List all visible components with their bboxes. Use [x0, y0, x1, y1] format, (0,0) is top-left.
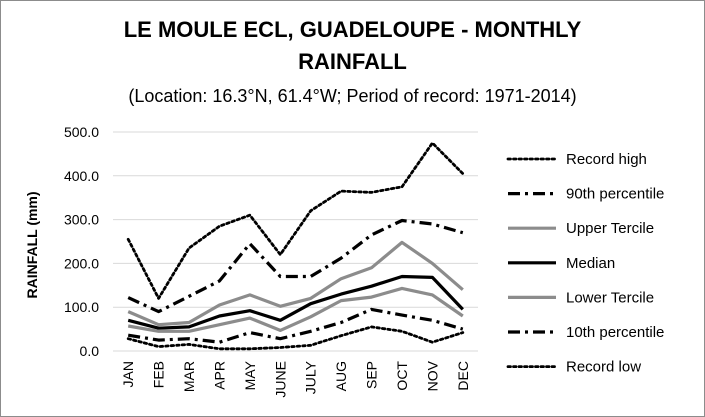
x-tick-label: NOV — [424, 360, 440, 391]
legend-label: Lower Tercile — [566, 289, 654, 306]
x-tick-label: JUNE — [272, 361, 288, 398]
series-line-3 — [127, 274, 464, 330]
x-tick-label: MAY — [242, 360, 258, 390]
y-axis-label: RAINFALL (mm) — [24, 191, 40, 298]
legend-label: 10th percentile — [566, 324, 664, 341]
legend-label: Upper Tercile — [566, 220, 654, 237]
chart-title-line1: LE MOULE ECL, GUADELOUPE - MONTHLY — [123, 17, 582, 42]
legend-label: Median — [566, 255, 615, 272]
x-tick-label: SEP — [364, 361, 380, 389]
legend-label: 90th percentile — [566, 186, 664, 203]
chart-title-line2: RAINFALL — [298, 49, 407, 74]
x-tick-label: APR — [211, 361, 227, 390]
x-tick-label: MAR — [181, 361, 197, 392]
series-line-5 — [127, 307, 464, 344]
x-tick-label: JAN — [120, 361, 136, 387]
chart-title: LE MOULE ECL, GUADELOUPE - MONTHLY RAINF… — [0, 14, 705, 78]
chart-subtitle: (Location: 16.3°N, 61.4°W; Period of rec… — [128, 86, 577, 106]
series-line-6 — [126, 325, 465, 351]
series-line-1 — [127, 218, 464, 314]
series-line-2 — [127, 240, 464, 327]
x-tick-label: AUG — [333, 361, 349, 391]
series-line-0 — [126, 141, 465, 300]
gridlines — [113, 131, 478, 352]
y-tick-label: 300.0 — [64, 212, 99, 228]
y-tick-label: 500.0 — [64, 124, 99, 140]
x-tick-label: JULY — [303, 360, 319, 394]
y-tick-label: 100.0 — [64, 299, 99, 315]
y-tick-label: 200.0 — [64, 255, 99, 271]
legend-label: Record high — [566, 151, 647, 168]
x-tick-label: OCT — [394, 361, 410, 391]
x-tick-label: DEC — [455, 361, 471, 391]
legend: Record high 90th percentile Upper Tercile M… — [506, 151, 664, 376]
series-lines — [126, 141, 465, 351]
y-tick-label: 0.0 — [80, 343, 100, 359]
x-axis-ticks: JAN FEB MAR APR MAY JUNE JULY AUG SEP OCT NOV DEC — [120, 360, 471, 397]
y-tick-label: 400.0 — [64, 168, 99, 184]
y-axis-ticks: 0.0 100.0 200.0 300.0 400.0 500.0 — [64, 124, 99, 359]
legend-label: Record low — [566, 359, 641, 376]
series-line-4 — [127, 286, 464, 333]
x-tick-label: FEB — [151, 361, 167, 388]
